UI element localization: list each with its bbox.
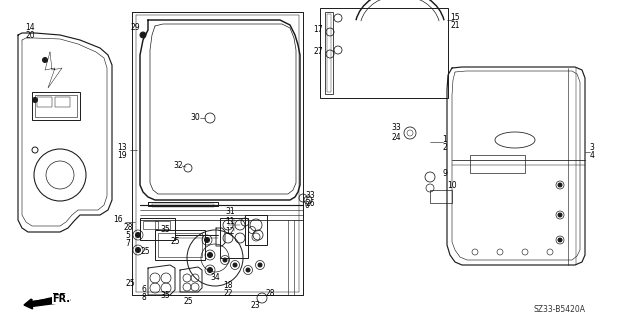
Text: 10: 10 [447, 180, 457, 189]
Bar [470, 155, 525, 173]
Text: 28: 28 [265, 290, 275, 299]
Text: 25: 25 [170, 236, 180, 245]
Text: 13: 13 [117, 143, 127, 153]
Text: 14: 14 [25, 23, 35, 33]
Text: 24: 24 [391, 132, 401, 141]
FancyArrow shape [24, 298, 62, 309]
Bar [220, 218, 248, 258]
Text: 33: 33 [305, 190, 315, 199]
Text: 19: 19 [117, 151, 127, 161]
Text: 0: 0 [304, 201, 309, 210]
Bar [155, 221, 170, 229]
Bar [325, 12, 333, 94]
Text: 23: 23 [250, 300, 260, 309]
Text: 8: 8 [141, 293, 146, 302]
Text: 35: 35 [160, 226, 170, 235]
Text: 15: 15 [450, 13, 460, 22]
Text: 33: 33 [391, 124, 401, 132]
Circle shape [558, 238, 562, 242]
Text: 28: 28 [123, 223, 133, 233]
Bar [55, 97, 70, 107]
Text: 26: 26 [305, 198, 315, 207]
Circle shape [558, 213, 562, 217]
Text: 27: 27 [313, 47, 323, 57]
Bar [143, 221, 158, 229]
Text: 11: 11 [225, 218, 235, 227]
Circle shape [246, 268, 250, 272]
Bar [430, 190, 452, 203]
Circle shape [558, 183, 562, 187]
Bar [327, 14, 331, 92]
Circle shape [233, 263, 237, 267]
Text: 4: 4 [590, 151, 595, 161]
Text: 17: 17 [313, 26, 323, 35]
Circle shape [42, 58, 48, 62]
Bar [35, 95, 77, 117]
Bar [32, 92, 80, 120]
Text: 16: 16 [113, 215, 123, 225]
Circle shape [205, 237, 209, 243]
Text: 25: 25 [183, 298, 193, 307]
Circle shape [207, 268, 212, 273]
Circle shape [223, 258, 227, 262]
Bar [158, 233, 202, 257]
Text: 7: 7 [126, 239, 131, 249]
Text: 5: 5 [126, 231, 131, 241]
Text: 32: 32 [173, 161, 183, 170]
Circle shape [207, 252, 212, 258]
Text: 25: 25 [140, 247, 150, 257]
Text: 21: 21 [450, 21, 460, 30]
Bar [140, 218, 175, 240]
Bar [155, 230, 205, 260]
Text: FR.: FR. [52, 293, 72, 303]
Text: SZ33-B5420A: SZ33-B5420A [534, 306, 586, 315]
Text: 22: 22 [223, 289, 233, 298]
Text: 20: 20 [25, 31, 35, 41]
Circle shape [140, 32, 146, 38]
Text: 12: 12 [225, 227, 235, 236]
Text: 29: 29 [130, 23, 140, 33]
Circle shape [136, 247, 141, 252]
Circle shape [258, 263, 262, 267]
Text: 34: 34 [210, 274, 220, 283]
Text: 6: 6 [141, 285, 146, 294]
Text: 3: 3 [590, 143, 595, 153]
Circle shape [136, 233, 141, 237]
Bar [320, 8, 448, 98]
Bar [245, 215, 267, 245]
Bar [37, 97, 52, 107]
Text: 30: 30 [190, 114, 200, 123]
Text: 1: 1 [443, 135, 448, 145]
Text: 18: 18 [223, 281, 233, 290]
Text: 2: 2 [443, 143, 448, 153]
Text: 9: 9 [443, 170, 448, 179]
Text: 31: 31 [225, 207, 235, 217]
Text: 35: 35 [160, 292, 170, 300]
Text: 25: 25 [125, 279, 135, 289]
Circle shape [32, 98, 37, 102]
Text: FR.: FR. [52, 294, 70, 304]
